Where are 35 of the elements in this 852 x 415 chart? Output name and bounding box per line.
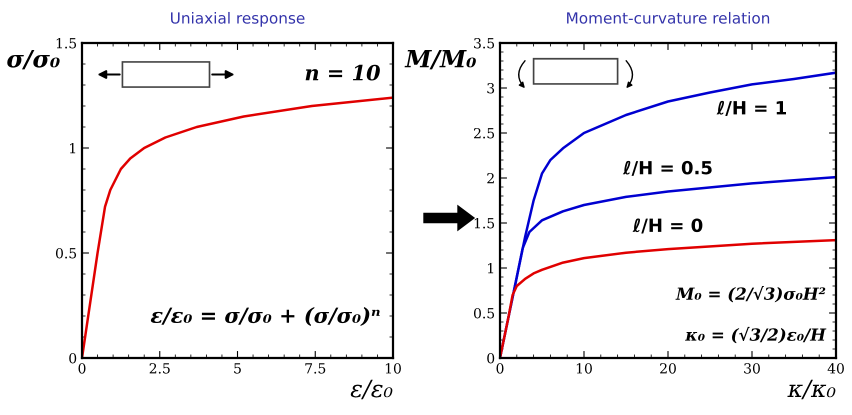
y-tick-label: 3: [487, 82, 494, 94]
y-axis-title: σ/σ₀: [7, 50, 60, 70]
series-label: ℓ/H = 1: [716, 100, 786, 116]
y-tick-label: 1.5: [56, 38, 76, 48]
x-tick-label: 10: [386, 363, 401, 374]
chart-title: Moment-curvature relation: [567, 12, 770, 24]
x-axis-title: κ/κ₀: [787, 380, 836, 400]
annotation: n = 10: [306, 64, 380, 81]
x-tick-label: 0: [78, 363, 86, 374]
y-tick-label: 1: [70, 142, 76, 154]
x-tick-label: 40: [828, 363, 844, 374]
x-axis-title: ε/ε₀: [350, 380, 392, 400]
x-tick-label: 30: [744, 363, 760, 374]
y-tick-label: 0.5: [474, 308, 494, 318]
x-tick-label: 5: [234, 363, 241, 374]
y-tick-label: 0: [487, 352, 494, 364]
chart-title: Uniaxial response: [171, 12, 304, 27]
x-tick-label: 10: [576, 363, 592, 374]
y-axis-title: M/M₀: [404, 50, 476, 70]
y-tick-label: 1: [488, 262, 494, 274]
annotation: κ₀ = (√3/2)ε₀/H: [685, 326, 826, 344]
x-tick-label: 2.5: [150, 363, 170, 374]
series-label: ℓ/H = 0: [632, 218, 702, 234]
y-tick-label: 3.5: [474, 38, 494, 48]
y-tick-label: 0.5: [56, 248, 76, 258]
annotation: ε/ε₀ = σ/σ₀ + (σ/σ₀)ⁿ: [150, 306, 380, 326]
y-tick-label: 2: [487, 172, 494, 184]
annotation: M₀ = (2/√3)σ₀H²: [675, 286, 826, 302]
series-label: ℓ/H = 0.5: [622, 160, 712, 176]
x-tick-label: 20: [660, 363, 676, 374]
x-tick-label: 7.5: [305, 363, 326, 374]
y-tick-label: 1.5: [474, 218, 494, 228]
x-tick-label: 0: [496, 363, 504, 374]
y-tick-label: 2.5: [474, 128, 494, 138]
y-tick-label: 0: [69, 352, 76, 364]
